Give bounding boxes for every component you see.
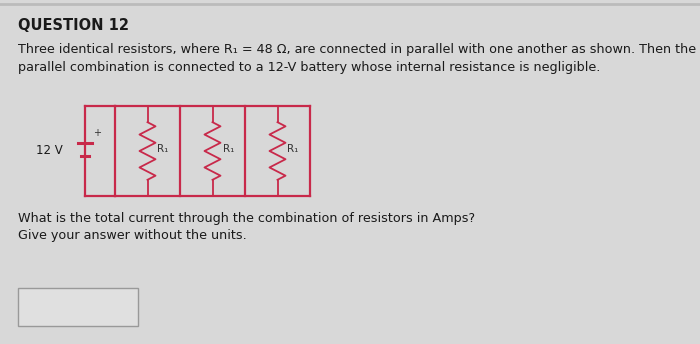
Bar	[18, 288, 138, 326]
Text: R₁: R₁	[158, 144, 169, 154]
Text: QUESTION 12: QUESTION 12	[18, 18, 129, 33]
Text: +: +	[93, 128, 101, 138]
Text: parallel combination is connected to a 12-V battery whose internal resistance is: parallel combination is connected to a 1…	[18, 61, 601, 74]
Text: Give your answer without the units.: Give your answer without the units.	[18, 229, 246, 242]
Text: Three identical resistors, where R₁ = 48 Ω, are connected in parallel with one a: Three identical resistors, where R₁ = 48…	[18, 43, 696, 56]
Text: What is the total current through the combination of resistors in Amps?: What is the total current through the co…	[18, 212, 475, 225]
Text: R₁: R₁	[223, 144, 234, 154]
Text: 12 V: 12 V	[36, 144, 63, 158]
Text: R₁: R₁	[288, 144, 299, 154]
